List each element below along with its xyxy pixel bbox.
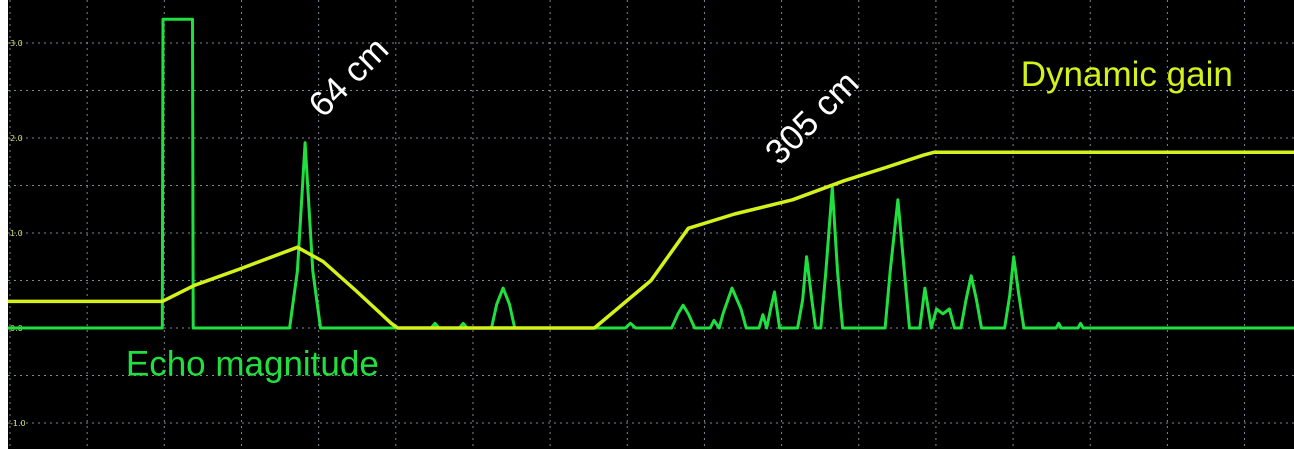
annotation-64cm: 64 cm bbox=[301, 30, 396, 125]
echo-gain-chart: 3.02.01.00.0-1.0 64 cm 305 cm Dynamic gain… bbox=[8, 0, 1294, 449]
y-axis-ticks: 3.02.01.00.0-1.0 bbox=[10, 39, 26, 428]
dynamic-gain-line bbox=[8, 150, 1294, 330]
oscilloscope-panel: 3.0 2.0 1.0 0.0 -1.0 64 cm 305 cm Dynamic gain… bbox=[8, 0, 1294, 449]
series-lines bbox=[8, 17, 1294, 330]
annotations: 64 cm 305 cm Dynamic gain Echo magnitude bbox=[126, 30, 1233, 384]
annotation-305cm: 305 cm bbox=[758, 63, 867, 172]
y-tick-label: 1.0 bbox=[10, 229, 23, 238]
y-tick-label: -1.0 bbox=[10, 419, 26, 428]
label-dynamic-gain: Dynamic gain bbox=[1021, 55, 1233, 94]
label-echo-magnitude: Echo magnitude bbox=[126, 345, 379, 384]
y-tick-label: 3.0 bbox=[10, 39, 23, 48]
y-tick-label: 2.0 bbox=[10, 134, 23, 143]
